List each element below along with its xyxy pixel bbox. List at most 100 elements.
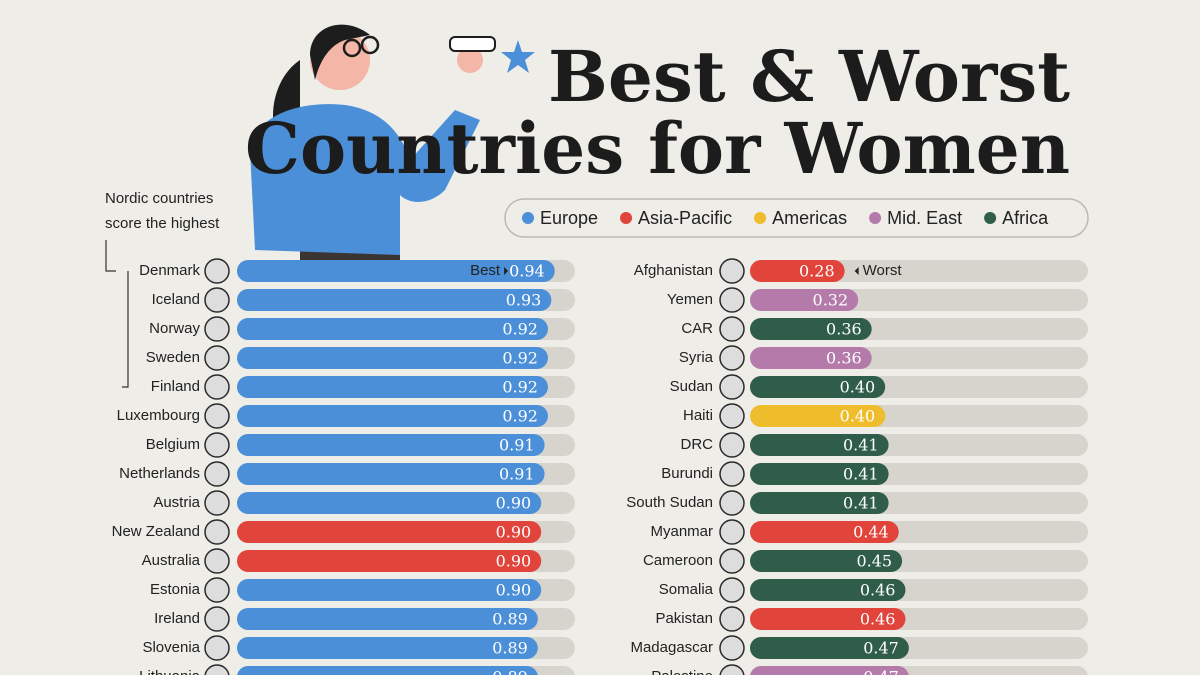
value-label: 0.40 — [840, 378, 876, 397]
category-label: South Sudan — [626, 494, 713, 511]
bar — [237, 608, 538, 630]
bar — [237, 318, 548, 340]
value-label: 0.41 — [843, 436, 879, 455]
flag — [719, 606, 745, 632]
value-label: 0.90 — [496, 581, 532, 600]
category-label: Norway — [149, 320, 200, 337]
flag — [719, 345, 745, 371]
value-label: 0.89 — [492, 610, 528, 629]
annotation: Nordic countries — [105, 190, 213, 207]
value-label: 0.92 — [502, 407, 538, 426]
annotation-arrow — [504, 267, 509, 275]
value-label: 0.93 — [506, 291, 542, 310]
bar — [750, 492, 889, 514]
chart-title: Best & Worst — [548, 35, 1070, 118]
flag — [204, 432, 230, 458]
bar — [237, 289, 552, 311]
category-label: DRC — [681, 436, 714, 453]
bar — [750, 666, 909, 675]
category-label: Sweden — [146, 349, 200, 366]
category-label: Australia — [142, 552, 201, 569]
category-label: Afghanistan — [634, 262, 713, 279]
category-label: Somalia — [659, 581, 714, 598]
flag — [204, 635, 230, 661]
legend-swatch — [620, 212, 633, 224]
category-label: Yemen — [667, 291, 713, 308]
flag — [204, 548, 230, 574]
flag — [719, 635, 745, 661]
bar — [750, 376, 886, 398]
value-label: 0.90 — [496, 494, 532, 513]
category-label: Syria — [679, 349, 714, 366]
value-label: 0.36 — [826, 320, 862, 339]
bar — [237, 666, 538, 675]
value-label: 0.92 — [502, 320, 538, 339]
value-label: 0.90 — [496, 552, 532, 571]
flag — [719, 432, 745, 458]
value-label: 0.90 — [496, 523, 532, 542]
category-label: Cameroon — [643, 552, 713, 569]
category-label: New Zealand — [112, 523, 200, 540]
bar — [750, 347, 872, 369]
bar — [750, 637, 909, 659]
value-label: 0.92 — [502, 378, 538, 397]
bar — [750, 405, 886, 427]
illustration — [250, 24, 535, 265]
value-label: 0.36 — [826, 349, 862, 368]
bar — [237, 405, 548, 427]
value-label: 0.47 — [863, 668, 899, 675]
legend-label: Mid. East — [887, 208, 962, 228]
bar — [237, 347, 548, 369]
value-label: 0.91 — [499, 465, 535, 484]
category-label: Sudan — [670, 378, 713, 395]
value-label: 0.40 — [840, 407, 876, 426]
flag — [719, 664, 745, 675]
value-label: 0.45 — [856, 552, 892, 571]
legend: Europe Asia-Pacific Americas Mid. East Afric… — [522, 208, 1049, 228]
flag — [204, 490, 230, 516]
flag — [719, 461, 745, 487]
category-label: Luxembourg — [117, 407, 200, 424]
value-label: 0.89 — [492, 668, 528, 675]
flag — [204, 461, 230, 487]
bar — [237, 579, 542, 601]
flag — [204, 606, 230, 632]
category-label: Myanmar — [650, 523, 713, 540]
bracket — [105, 240, 129, 388]
value-label: 0.41 — [843, 465, 879, 484]
category-label: Palestine — [651, 668, 713, 675]
category-label: Estonia — [150, 581, 201, 598]
bar — [237, 376, 548, 398]
category-label: Lithuania — [139, 668, 201, 675]
legend-label: Africa — [1002, 208, 1049, 228]
flag — [204, 577, 230, 603]
flag — [204, 287, 230, 313]
bar — [237, 492, 542, 514]
flag — [204, 519, 230, 545]
bar — [750, 579, 906, 601]
category-label: Austria — [153, 494, 200, 511]
bar — [750, 550, 903, 572]
flag — [719, 258, 745, 284]
category-label: Madagascar — [630, 639, 713, 656]
legend-swatch — [754, 212, 767, 224]
legend-label: Europe — [540, 208, 598, 228]
category-label: Denmark — [139, 262, 200, 279]
category-label: CAR — [681, 320, 713, 337]
category-label: Burundi — [661, 465, 713, 482]
flag — [204, 316, 230, 342]
bar — [750, 318, 872, 340]
flag — [204, 345, 230, 371]
value-label: 0.94 — [509, 262, 545, 281]
flag — [719, 287, 745, 313]
category-label: Finland — [151, 378, 200, 395]
bar — [237, 521, 542, 543]
category-label: Ireland — [154, 610, 200, 627]
legend-swatch — [869, 212, 882, 224]
bar — [750, 463, 889, 485]
value-label: 0.44 — [853, 523, 889, 542]
bar — [750, 608, 906, 630]
bar — [750, 289, 859, 311]
bar — [750, 521, 899, 543]
